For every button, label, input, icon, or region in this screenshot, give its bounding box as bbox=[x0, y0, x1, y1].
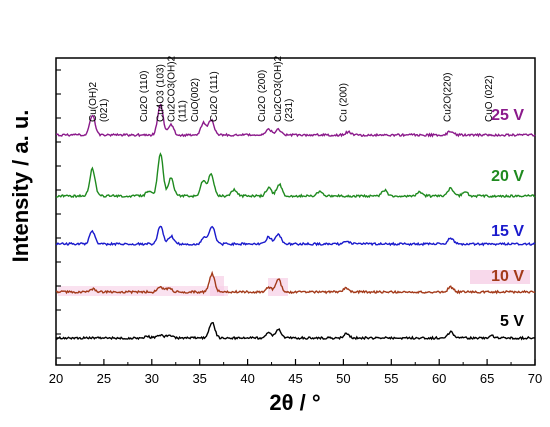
series-line bbox=[55, 225, 536, 247]
peak-label-line: Cu(OH)2 bbox=[88, 82, 99, 122]
peak-label: Cu4O3 (103) Cu2CO3(OH)2 (111) bbox=[155, 55, 188, 122]
peak-label: Cu2CO3(OH)2 (231) bbox=[273, 55, 295, 122]
highlight-band bbox=[210, 276, 224, 296]
x-tick-label: 65 bbox=[480, 371, 494, 386]
series-label-group: 5 V 10 V 15 V 20 V 25 V bbox=[491, 107, 524, 330]
x-tick-label: 20 bbox=[49, 371, 63, 386]
peak-label-line: (231) bbox=[284, 99, 295, 122]
peak-label: Cu2O(220) bbox=[443, 73, 454, 122]
series-label: 20 V bbox=[491, 168, 524, 185]
peak-label-line: Cu (200) bbox=[338, 83, 349, 122]
peak-label-line: Cu2O(220) bbox=[443, 73, 454, 122]
peak-label: Cu2O (111) bbox=[209, 71, 220, 122]
x-tick-label: 60 bbox=[432, 371, 446, 386]
x-tick-label: 70 bbox=[528, 371, 542, 386]
series-label: 15 V bbox=[491, 223, 524, 240]
x-tick-label: 30 bbox=[145, 371, 159, 386]
x-tick-label: 50 bbox=[336, 371, 350, 386]
highlight-band bbox=[268, 278, 288, 296]
series-line bbox=[55, 152, 536, 199]
peak-label-line: Cu2O (200) bbox=[257, 70, 268, 122]
peak-label-line: Cu2O (110) bbox=[139, 70, 150, 122]
peak-label: Cu2O (200) bbox=[257, 70, 268, 122]
x-tick-label: 35 bbox=[192, 371, 206, 386]
peak-label: CuO (022) bbox=[484, 75, 495, 122]
peak-label-line: Cu2CO3(OH)2 bbox=[166, 55, 177, 122]
x-tick-label: 40 bbox=[240, 371, 254, 386]
y-tick-group bbox=[56, 69, 61, 359]
x-tick-group: 20 25 30 35 40 45 50 55 60 65 70 bbox=[49, 359, 542, 386]
series-label: 5 V bbox=[500, 313, 524, 330]
x-tick-label: 45 bbox=[288, 371, 302, 386]
peak-label-line: CuO (022) bbox=[484, 75, 495, 122]
series-label: 10 V bbox=[491, 268, 524, 285]
peak-label-line: Cu2O (111) bbox=[209, 71, 220, 122]
peak-label: CuO(002) bbox=[190, 78, 201, 122]
series-label: 25 V bbox=[491, 107, 524, 124]
peak-label: Cu(OH)2 (021) bbox=[88, 82, 110, 122]
peak-label-line: (111) bbox=[177, 100, 188, 122]
series-group bbox=[55, 103, 536, 341]
peak-label: Cu (200) bbox=[338, 83, 349, 122]
y-axis-title: Intensity / a. u. bbox=[8, 110, 33, 263]
series-line bbox=[55, 270, 536, 295]
plot-frame bbox=[55, 57, 536, 366]
series-line bbox=[55, 321, 536, 341]
peak-label-line: Cu2CO3(OH)2 bbox=[273, 55, 284, 122]
x-tick-label: 55 bbox=[384, 371, 398, 386]
peak-label-line: CuO(002) bbox=[190, 78, 201, 122]
peak-label: Cu2O (110) bbox=[139, 70, 150, 122]
x-axis-title: 2θ / ° bbox=[269, 390, 320, 415]
series-line bbox=[55, 103, 536, 138]
peak-label-group: Cu(OH)2 (021) Cu2O (110) Cu4O3 (103) Cu2CO3(… bbox=[88, 55, 495, 122]
peak-label-line: Cu4O3 (103) bbox=[155, 64, 166, 122]
highlight-band bbox=[470, 270, 530, 284]
x-tick-label: 25 bbox=[97, 371, 111, 386]
peak-label-line: (021) bbox=[99, 99, 110, 122]
